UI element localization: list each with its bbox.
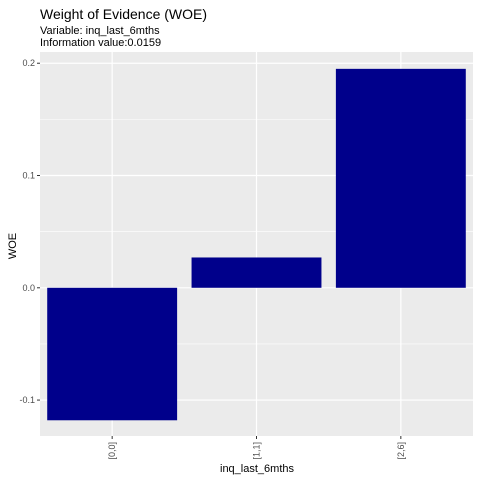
chart-subtitle-variable: Variable: inq_last_6mths xyxy=(40,25,160,37)
bar-1 xyxy=(191,257,322,288)
y-axis: -0.1 0.0 0.1 0.2 xyxy=(19,58,40,405)
bar-0 xyxy=(47,287,178,421)
y-tick-label: 0.0 xyxy=(22,283,35,293)
x-tick-label: [2,6] xyxy=(396,442,406,460)
chart-title: Weight of Evidence (WOE) xyxy=(40,6,207,22)
y-axis-title: WOE xyxy=(7,233,19,259)
y-tick-label: 0.2 xyxy=(22,58,35,68)
y-tick-label: 0.1 xyxy=(22,171,35,181)
bar-2 xyxy=(335,68,466,288)
chart-subtitle-information-value: Information value:0.0159 xyxy=(40,37,161,49)
y-tick-label: -0.1 xyxy=(19,395,35,405)
x-tick-label: [1,1] xyxy=(252,442,262,460)
x-axis: [0,0] [1,1] [2,6] xyxy=(107,436,406,460)
x-tick-label: [0,0] xyxy=(107,442,117,460)
bars xyxy=(47,68,466,421)
x-axis-title: inq_last_6mths xyxy=(220,463,294,475)
